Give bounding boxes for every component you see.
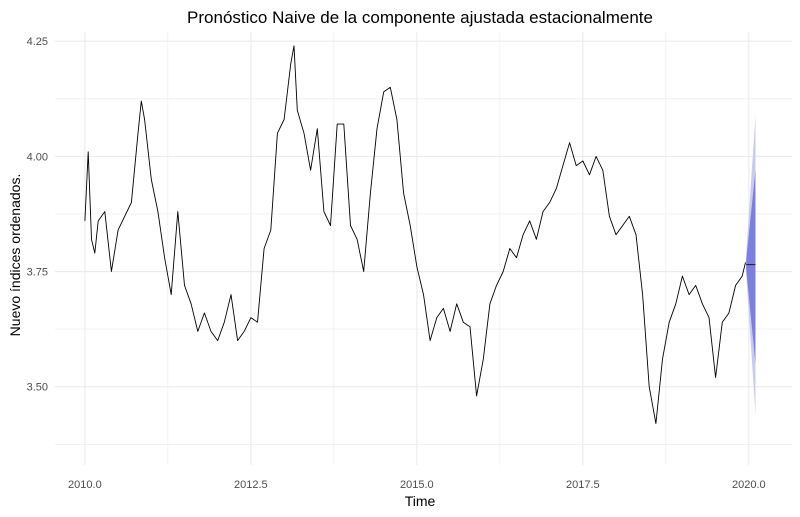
forecast-interval-80 — [746, 170, 756, 364]
y-axis-title: Nuevo índices ordenados. — [7, 174, 23, 337]
y-tick-label: 4.25 — [27, 36, 48, 48]
x-tick-label: 2012.5 — [234, 479, 268, 491]
x-tick-label: 2010.0 — [68, 479, 102, 491]
y-axis-ticks: 3.50 3.75 4.00 4.25 — [27, 36, 48, 393]
x-axis-title: Time — [405, 493, 436, 509]
y-tick-label: 3.75 — [27, 267, 48, 279]
series-line — [84, 45, 746, 424]
y-tick-label: 4.00 — [27, 151, 48, 163]
x-tick-label: 2015.0 — [400, 479, 434, 491]
y-tick-label: 3.50 — [27, 382, 48, 394]
forecast-fan — [746, 114, 756, 415]
chart-title: Pronóstico Naive de la componente ajusta… — [187, 8, 653, 27]
x-tick-label: 2020.0 — [732, 479, 766, 491]
x-axis-ticks: 2010.0 2012.5 2015.0 2017.5 2020.0 — [68, 479, 766, 491]
x-tick-label: 2017.5 — [566, 479, 600, 491]
series — [84, 45, 746, 424]
